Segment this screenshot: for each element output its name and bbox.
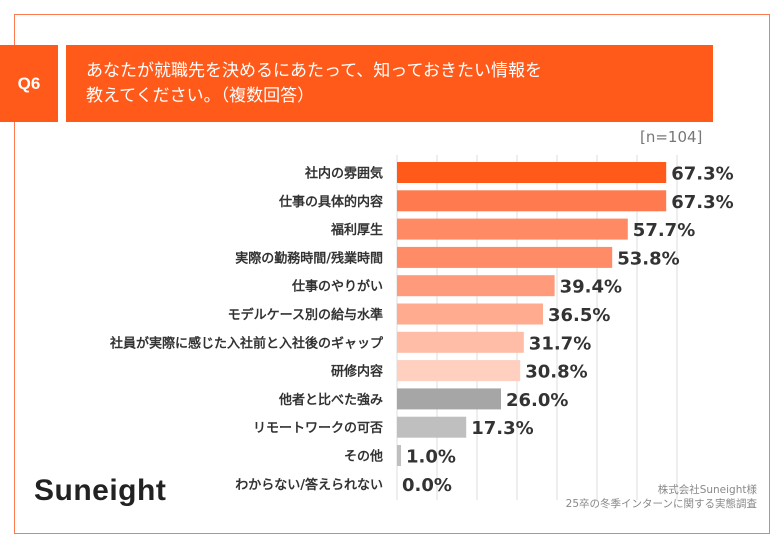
category-label: 社員が実際に感じた入社前と入社後のギャップ xyxy=(109,335,384,351)
category-label: わからない/答えられない xyxy=(235,477,383,493)
value-label: 31.7% xyxy=(529,333,591,354)
bar xyxy=(397,303,543,325)
chart-frame xyxy=(14,14,770,534)
category-label: 実際の勤務時間/残業時間 xyxy=(235,250,383,266)
category-label: 他者と比べた強み xyxy=(278,392,383,408)
category-label: 社内の雰囲気 xyxy=(304,166,383,182)
bar xyxy=(397,388,501,410)
source-note: 株式会社Suneight様 25卒の冬季インターンに関する実態調査 xyxy=(566,483,757,511)
value-label: 0.0% xyxy=(402,475,452,496)
value-label: 67.3% xyxy=(671,192,733,213)
value-label: 57.7% xyxy=(633,220,695,241)
title-line-2: 教えてください。（複数回答） xyxy=(86,86,315,106)
logo: Suneight xyxy=(34,474,167,507)
category-label: 福利厚生 xyxy=(330,222,383,238)
category-label: 仕事の具体的内容 xyxy=(278,194,383,210)
bar xyxy=(397,162,667,183)
value-label: 1.0% xyxy=(406,447,456,468)
category-label: 仕事のやりがい xyxy=(291,279,383,295)
category-label: モデルケース別の給与水準 xyxy=(228,307,383,323)
category-label: 研修内容 xyxy=(331,364,383,380)
category-label: リモートワークの可否 xyxy=(253,421,383,436)
bar xyxy=(397,360,521,382)
bar xyxy=(397,246,613,268)
bar xyxy=(397,416,467,438)
source-line-1: 株式会社Suneight様 xyxy=(657,484,757,496)
value-label: 67.3% xyxy=(671,164,733,185)
value-label: 30.8% xyxy=(525,362,587,383)
bar xyxy=(397,218,628,240)
bar xyxy=(397,190,667,212)
question-title: あなたが就職先を決めるにあたって、知っておきたい情報を 教えてください。（複数回… xyxy=(66,45,713,122)
bar xyxy=(397,445,401,466)
question-number: Q6 xyxy=(0,45,58,122)
value-label: 53.8% xyxy=(617,248,679,269)
bar xyxy=(397,331,524,353)
value-label: 26.0% xyxy=(506,390,568,411)
value-label: 17.3% xyxy=(471,418,533,439)
title-line-1: あなたが就職先を決めるにあたって、知っておきたい情報を xyxy=(86,61,542,81)
source-line-2: 25卒の冬季インターンに関する実態調査 xyxy=(565,498,757,510)
bar xyxy=(397,275,555,297)
value-label: 36.5% xyxy=(548,305,610,326)
sample-size: [n=104] xyxy=(640,128,703,146)
value-label: 39.4% xyxy=(560,277,622,298)
category-label: その他 xyxy=(344,449,383,465)
